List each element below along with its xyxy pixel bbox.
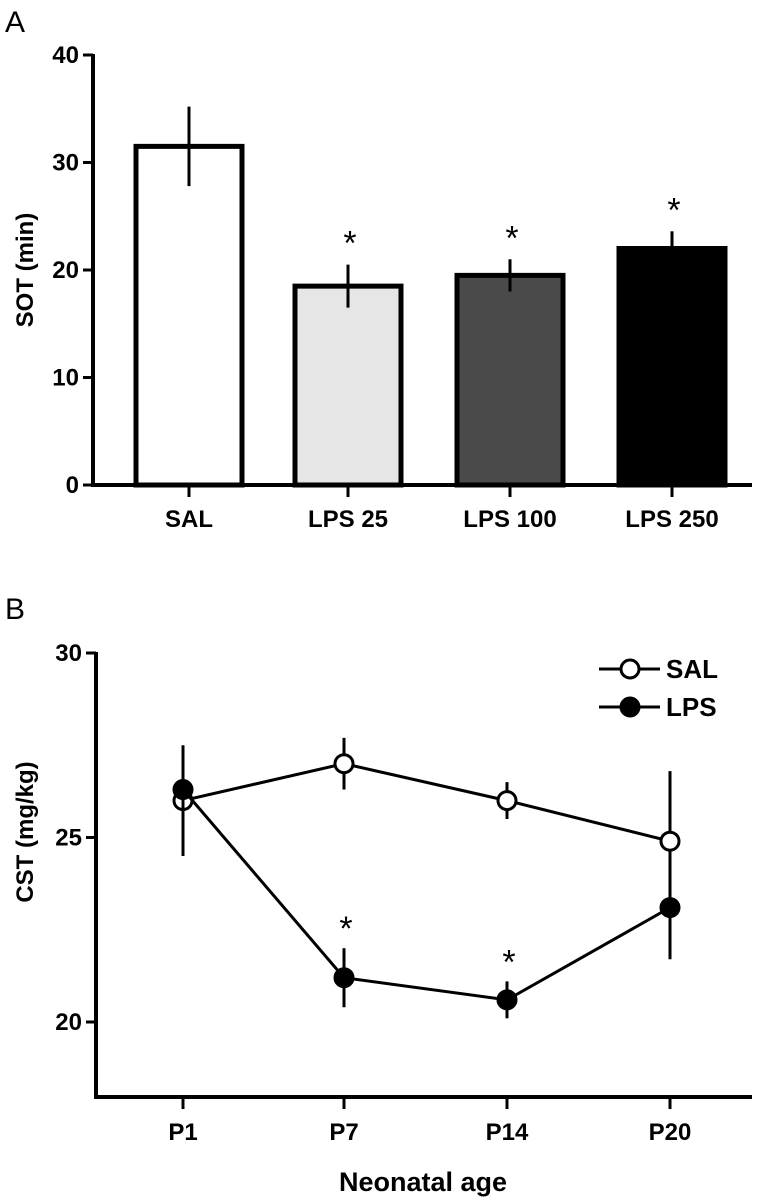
- panel-b-y-ticks: 20 25 30: [55, 640, 96, 1036]
- panel-a-x-tick-label: SAL: [165, 506, 213, 533]
- panel-a-bars: * * *: [133, 106, 728, 488]
- panel-a-y-tick-label: 30: [52, 150, 79, 177]
- panel-b-series-line: [181, 788, 671, 1002]
- panel-a-significance-mark: *: [667, 191, 680, 229]
- panel-a-y-ticks: 0 10 20 30 40: [52, 42, 93, 499]
- panel-a-x-ticks: SAL LPS 25 LPS 100 LPS 250: [165, 485, 719, 533]
- panel-b-legend: SAL LPS: [599, 654, 718, 722]
- panel-b-x-tick-label: P14: [486, 1119, 529, 1146]
- panel-b-x-tick-label: P20: [649, 1119, 692, 1146]
- panel-b-data-point: [333, 967, 355, 989]
- panel-a-bar-chart: A SOT (min) 0 10 20 30 40 * * * SAL LPS 25 LPS 1…: [5, 6, 752, 533]
- panel-b-legend-marker: [619, 696, 641, 718]
- panel-label-a: A: [5, 6, 25, 39]
- panel-b-y-tick-label: 30: [55, 640, 82, 667]
- panel-a-x-tick-label: LPS 100: [463, 506, 556, 533]
- panel-b-data-point: [659, 830, 681, 852]
- panel-label-b: B: [5, 593, 25, 626]
- panel-b-data-point: [172, 779, 194, 801]
- panel-a-bar: [292, 283, 404, 488]
- panel-a-bar: [454, 272, 566, 488]
- panel-b-y-tick-label: 25: [55, 825, 82, 852]
- panel-b-data-point: [659, 897, 681, 919]
- panel-b-data-point: [496, 989, 518, 1011]
- panel-b-data-point: [496, 790, 518, 812]
- panel-a-x-tick-label: LPS 250: [625, 506, 718, 533]
- panel-a-y-tick-label: 0: [66, 472, 79, 499]
- panel-a-y-axis-title: SOT (min): [12, 213, 39, 328]
- panel-b-x-axis-title: Neonatal age: [339, 1167, 507, 1197]
- panel-b-x-ticks: P1 P7 P14 P20: [168, 1097, 691, 1146]
- panel-b-significance-mark: *: [339, 910, 352, 948]
- panel-b-legend-label: LPS: [666, 692, 717, 722]
- panel-b-y-tick-label: 20: [55, 1009, 82, 1036]
- panel-b-y-axis-title: CST (mg/kg): [12, 761, 39, 902]
- panel-a-x-tick-label: LPS 25: [308, 506, 388, 533]
- panel-b-significance-mark: *: [502, 943, 515, 981]
- panel-a-bar: [133, 143, 245, 488]
- panel-a-y-tick-label: 20: [52, 257, 79, 284]
- panel-a-y-tick-label: 10: [52, 365, 79, 392]
- panel-b-axes: [94, 652, 752, 1099]
- panel-b-x-tick-label: P1: [168, 1119, 197, 1146]
- panel-a-significance-mark: *: [343, 225, 356, 263]
- panel-b-data-point: [333, 753, 355, 775]
- panel-b-series: **: [172, 737, 681, 1019]
- panel-a-significance-mark: *: [505, 219, 518, 257]
- panel-a-y-tick-label: 40: [52, 42, 79, 69]
- panel-b-series-line: [182, 762, 671, 843]
- panel-b-x-tick-label: P7: [329, 1119, 358, 1146]
- panel-b-legend-marker: [619, 658, 641, 680]
- panel-b-legend-label: SAL: [666, 654, 718, 684]
- panel-a-bar: [616, 246, 728, 488]
